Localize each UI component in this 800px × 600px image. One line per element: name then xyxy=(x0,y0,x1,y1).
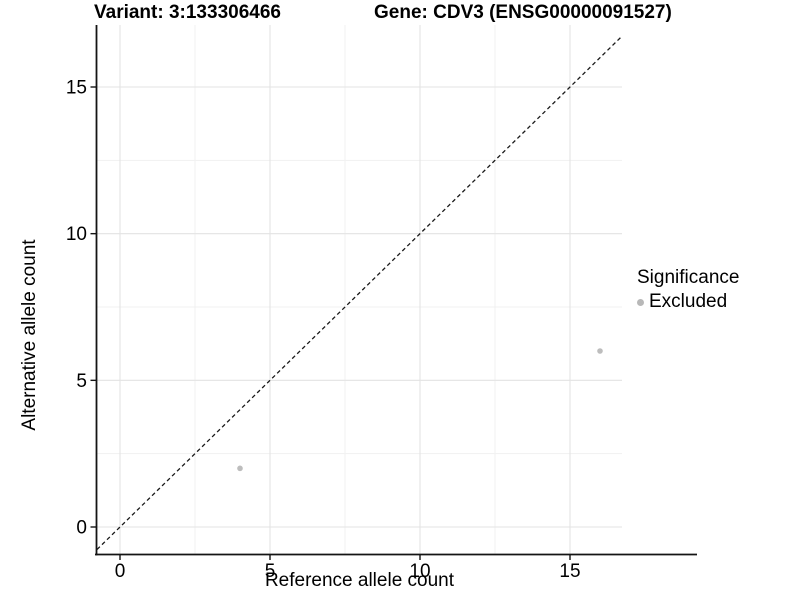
excluded-point-icon xyxy=(637,298,644,306)
x-tick-label: 0 xyxy=(115,561,126,582)
legend-title: Significance xyxy=(637,267,740,288)
x-tick-label: 5 xyxy=(265,561,276,582)
y-tick-label: 10 xyxy=(66,224,87,245)
legend-item-excluded: Excluded xyxy=(637,291,739,313)
y-axis-title: Alternative allele count xyxy=(19,239,40,431)
y-tick-label: 15 xyxy=(66,78,87,99)
legend-item-label: Excluded xyxy=(649,291,728,312)
data-point xyxy=(237,465,243,472)
legend: Significance Excluded xyxy=(637,267,739,313)
plot-title-gene: Gene: CDV3 (ENSG00000091527) xyxy=(374,2,672,23)
data-point xyxy=(597,348,603,354)
x-axis-title: Reference allele count xyxy=(264,570,455,591)
x-tick-label: 15 xyxy=(559,561,580,582)
y-tick-label: 0 xyxy=(76,518,87,539)
plot-title-variant: Variant: 3:133306466 xyxy=(94,2,281,23)
identity-line xyxy=(96,35,623,550)
x-tick-label: 10 xyxy=(409,561,430,582)
y-tick-label: 5 xyxy=(76,371,87,392)
